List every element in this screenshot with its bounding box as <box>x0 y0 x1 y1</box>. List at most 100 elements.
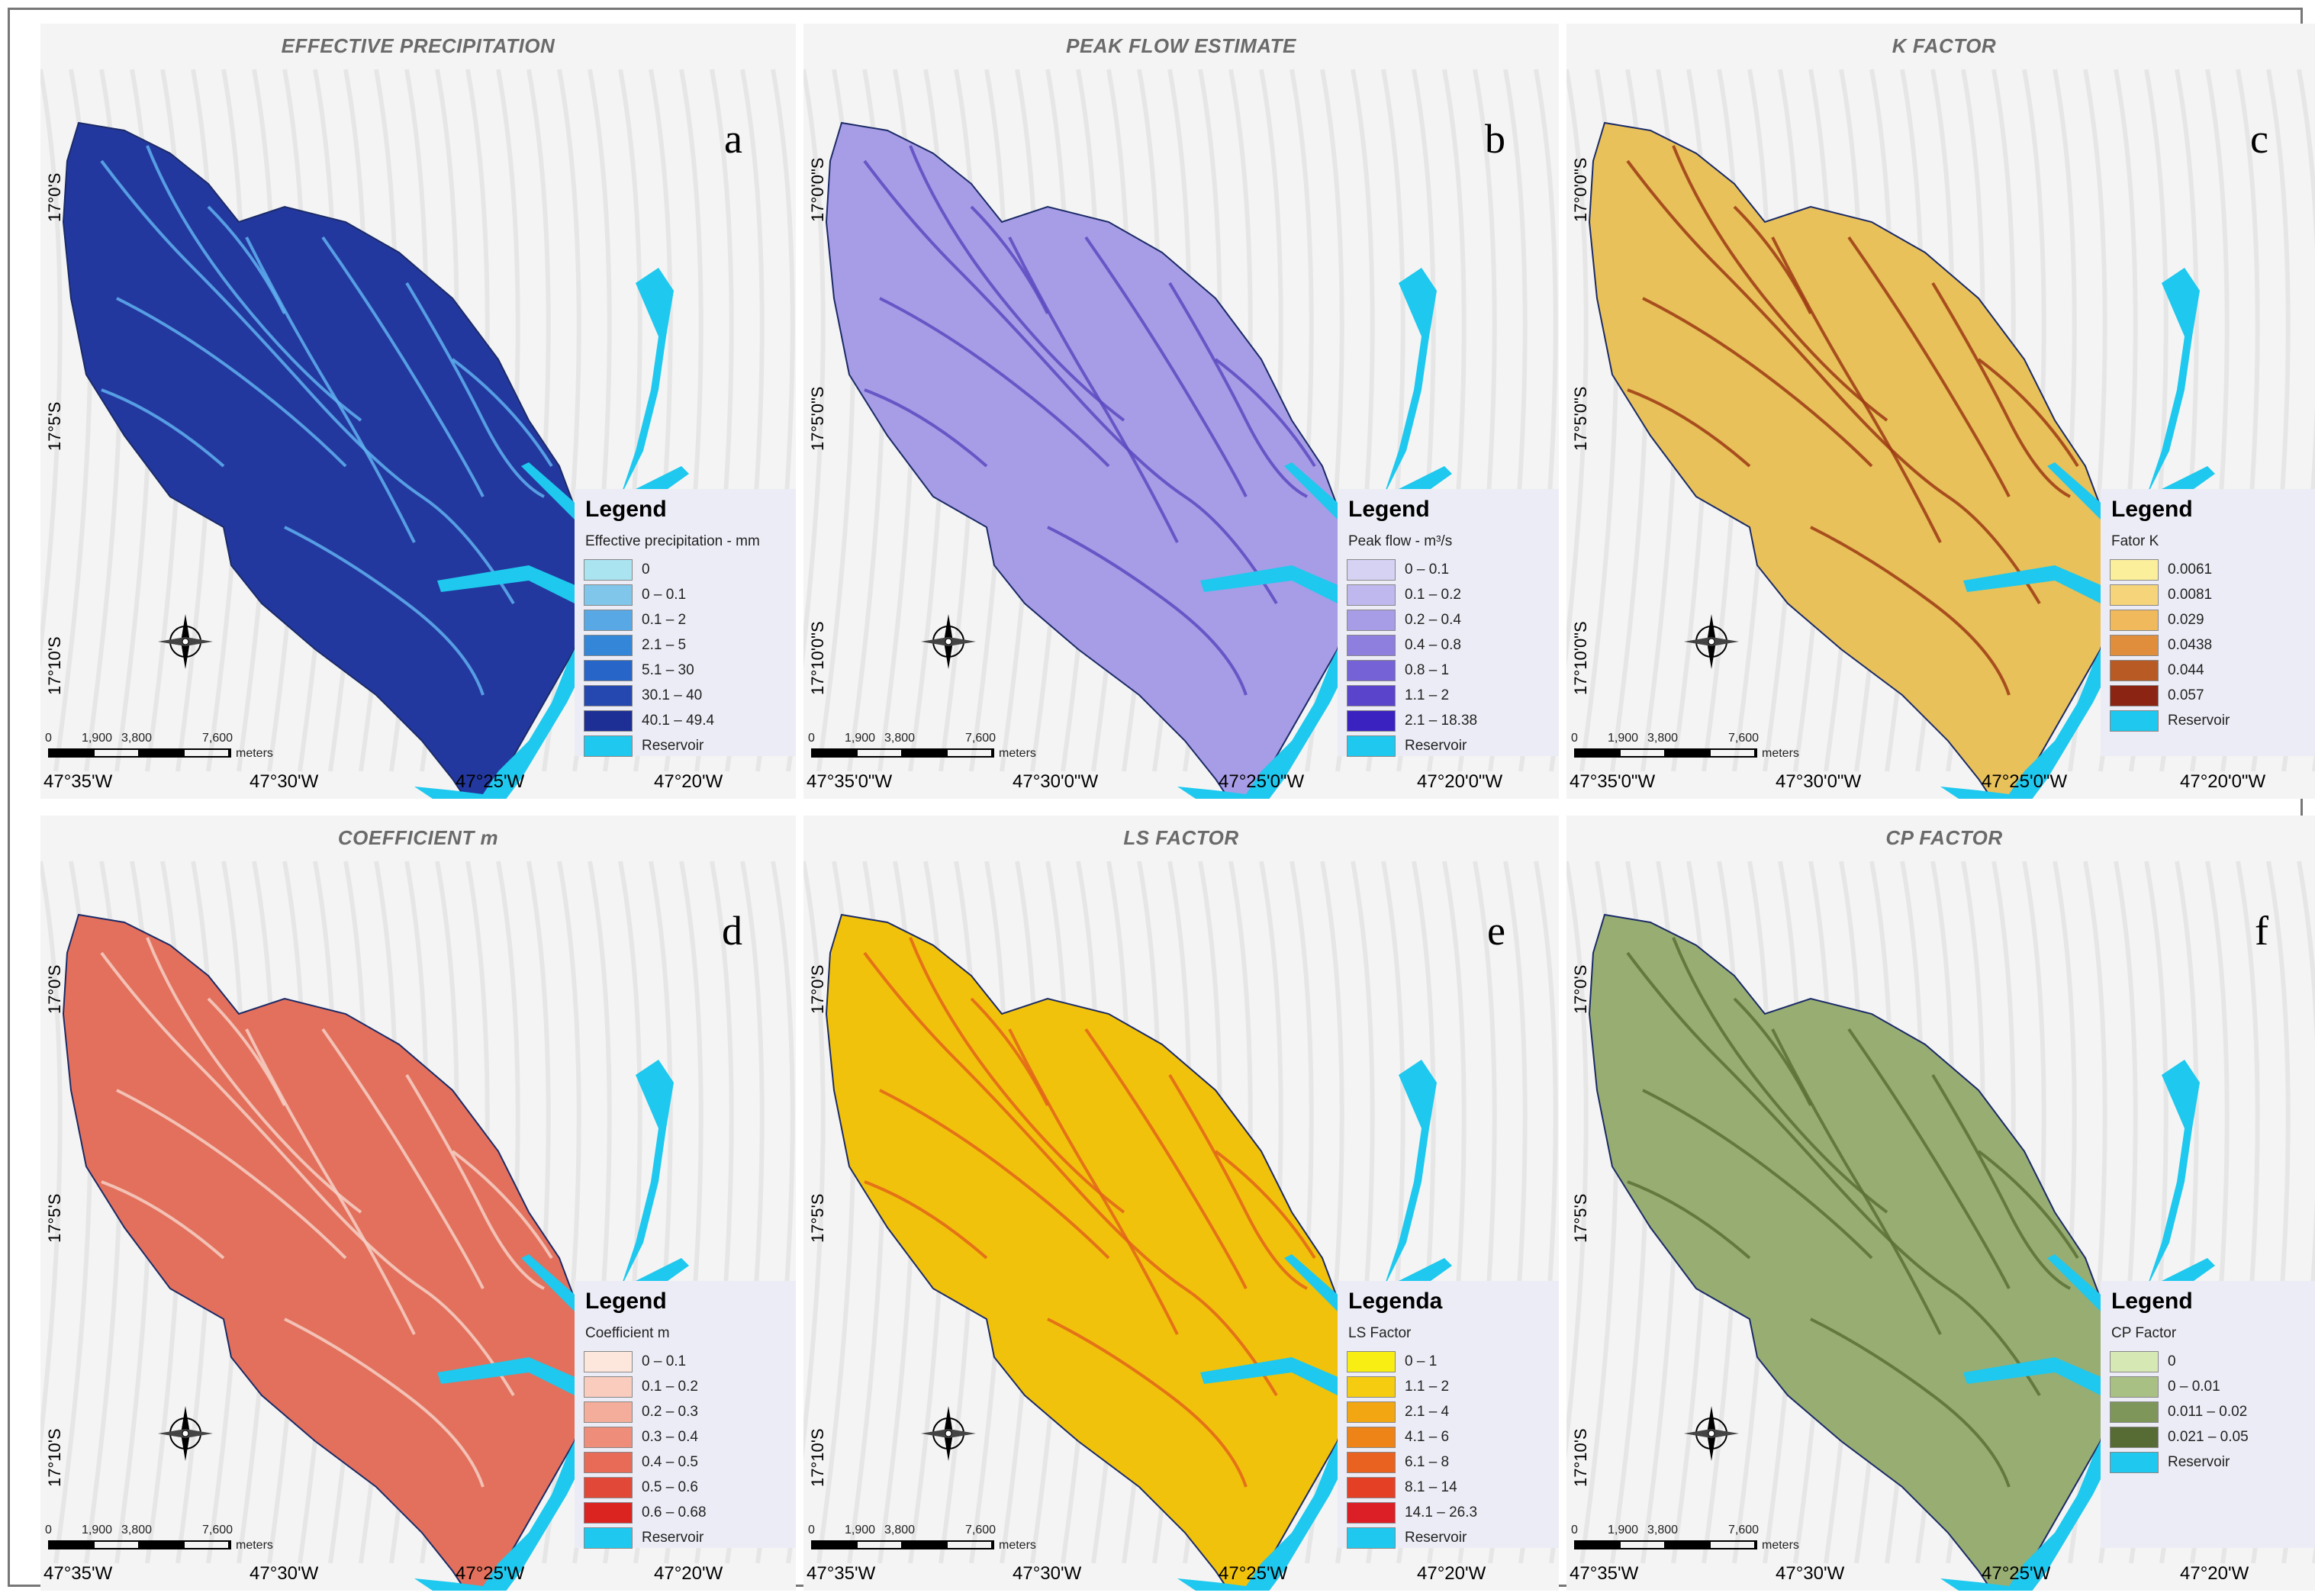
legend-swatch <box>584 1427 633 1448</box>
scale-label: 1,900 <box>845 1524 876 1536</box>
stream-line <box>284 1318 485 1488</box>
legend-swatch <box>2110 610 2159 631</box>
reservoir-shape <box>437 1357 582 1395</box>
legend-item-label: 2.1 – 18.38 <box>1405 713 1478 729</box>
legend-swatch <box>1347 1502 1396 1524</box>
legend-item-label: 4.1 – 6 <box>1405 1429 1450 1445</box>
legend-item-label: 0.4 – 0.8 <box>1405 637 1461 653</box>
lon-label: 47°25'W <box>1219 1563 1288 1584</box>
stream-line <box>100 159 515 605</box>
scale-units: meters <box>1762 747 1799 760</box>
legend-item: Reservoir <box>584 735 790 757</box>
legend-item-label: 0.5 – 0.6 <box>642 1479 698 1495</box>
legend-swatch <box>1347 710 1396 732</box>
legend-swatch <box>1347 735 1396 757</box>
stream-line <box>101 1180 225 1260</box>
stream-line <box>1008 237 1179 543</box>
panel-title: LS FACTOR <box>1123 826 1239 849</box>
legend-item: 0.011 – 0.02 <box>2110 1401 2315 1423</box>
stream-line <box>146 937 362 1214</box>
legend-swatch <box>1347 685 1396 706</box>
legend-item: 0.0061 <box>2110 559 2315 581</box>
scale-label: 7,600 <box>1728 732 1760 745</box>
lon-label: 47°35'W <box>1570 1563 1639 1584</box>
legend-item-label: 30.1 – 40 <box>642 687 703 703</box>
legend-item: 0 – 0.1 <box>1347 559 1553 581</box>
scale-units: meters <box>999 747 1036 760</box>
stream-line <box>863 159 1278 605</box>
legend-item-label: 0 – 1 <box>1405 1353 1438 1369</box>
scale-label: 3,800 <box>1647 732 1679 745</box>
stream-line <box>1084 236 1248 497</box>
stream-line <box>146 145 362 422</box>
legend-item-label: 0 – 0.1 <box>1405 561 1450 578</box>
scale-label: 0 <box>1571 1524 1578 1536</box>
legend-item-label: 0.057 <box>2168 687 2204 703</box>
scale-label: 3,800 <box>1647 1524 1679 1536</box>
panel-letter: b <box>1485 116 1505 162</box>
legend-swatch <box>1347 1477 1396 1498</box>
legend-swatch <box>2110 1427 2159 1448</box>
legend-item: 0 – 0.01 <box>2110 1376 2315 1398</box>
legend-item: 0.5 – 0.6 <box>584 1477 790 1498</box>
stream-line <box>1642 1089 1873 1260</box>
lat-label: 17°10'S <box>45 1428 64 1487</box>
scale-label: 3,800 <box>884 732 916 745</box>
map-panel-b: PEAK FLOW ESTIMATE b 17°0'0"S 17°5'0"S 17°10… <box>803 24 1559 799</box>
legend-swatch <box>1347 1427 1396 1448</box>
north-arrow-icon <box>1681 611 1742 672</box>
legend-subtitle: LS Factor <box>1348 1325 1412 1341</box>
panel-title: K FACTOR <box>1892 34 1997 57</box>
legend-item-label: Reservoir <box>642 738 704 754</box>
stream-line <box>1931 282 2071 498</box>
panel-letter: f <box>2255 908 2268 954</box>
legend-item-label: 0.029 <box>2168 612 2204 628</box>
legend-swatch <box>1347 584 1396 606</box>
legend-item: 8.1 – 14 <box>1347 1477 1553 1498</box>
lat-label: 17°0'S <box>808 964 827 1014</box>
panel-title: CP FACTOR <box>1885 826 2003 849</box>
scale-label: 1,900 <box>82 732 113 745</box>
lon-label: 47°35'0"W <box>807 771 893 792</box>
legend-subtitle: Fator K <box>2111 533 2159 549</box>
panel-title: COEFFICIENT m <box>337 826 499 849</box>
legend-swatch <box>2110 1351 2159 1372</box>
stream-line <box>1771 1028 1942 1335</box>
legend-item-label: 2.1 – 5 <box>642 637 687 653</box>
legend-item-label: 0.6 – 0.68 <box>642 1504 707 1520</box>
stream-line <box>1008 1028 1179 1335</box>
legend-item-label: 0.4 – 0.5 <box>642 1454 698 1470</box>
legend-item-label: Reservoir <box>1405 1530 1467 1546</box>
stream-line <box>1168 1073 1308 1290</box>
legend-item-label: Reservoir <box>642 1530 704 1546</box>
scale-label: 7,600 <box>965 732 997 745</box>
legend-swatch <box>2110 710 2159 732</box>
lon-label: 47°20'W <box>1417 1563 1486 1584</box>
legend-swatch <box>584 559 633 581</box>
legend-swatch <box>2110 1401 2159 1423</box>
stream-line <box>879 1089 1110 1260</box>
legend-item-label: 0.1 – 0.2 <box>1405 587 1461 603</box>
stream-line <box>864 388 988 468</box>
stream-line <box>1214 358 1316 468</box>
legend-item-label: 0 – 0.1 <box>642 1353 687 1369</box>
map-panel-d: COEFFICIENT m d 17°0'S 17°5'S 17°10'S 47°35'W… <box>40 816 796 1591</box>
scale-units: meters <box>1762 1539 1799 1552</box>
legend-swatch <box>2110 584 2159 606</box>
legend-item: 30.1 – 40 <box>584 685 790 706</box>
legend-item: 0.2 – 0.4 <box>1347 610 1553 631</box>
stream-line <box>1977 358 2079 468</box>
stream-line <box>1047 1318 1248 1488</box>
stream-line <box>321 236 485 497</box>
legend-subtitle: Coefficient m <box>585 1325 670 1341</box>
scale-units: meters <box>236 747 273 760</box>
stream-line <box>1733 205 1812 314</box>
reservoir-shape <box>437 565 582 603</box>
legend-item: 5.1 – 30 <box>584 660 790 681</box>
north-arrow-icon <box>918 611 979 672</box>
scale-label: 0 <box>45 1524 52 1536</box>
lat-label: 17°5'0"S <box>808 386 827 451</box>
legend-item: 2.1 – 5 <box>584 635 790 656</box>
legend-item: 0 <box>584 559 790 581</box>
legend-item: 0.044 <box>2110 660 2315 681</box>
